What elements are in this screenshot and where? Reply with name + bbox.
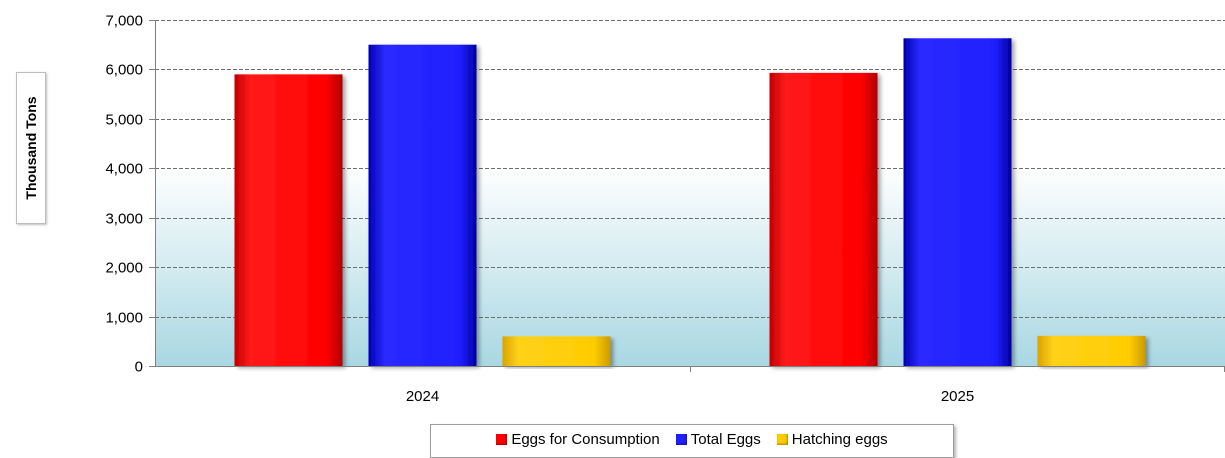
legend-label: Total Eggs bbox=[690, 430, 761, 448]
x-tick-label: 2025 bbox=[941, 388, 974, 405]
y-tick-label: 0 bbox=[135, 359, 143, 376]
legend-item-eggs-for-consumption: Eggs for Consumption bbox=[496, 430, 660, 448]
bar-eggs-for-consumption-2024 bbox=[234, 74, 343, 366]
y-tick-label: 2,000 bbox=[105, 260, 143, 277]
bar-total-eggs-2024 bbox=[368, 44, 477, 366]
y-tick-label: 1,000 bbox=[105, 310, 143, 327]
y-tick-label: 6,000 bbox=[105, 62, 143, 79]
legend-label: Eggs for Consumption bbox=[511, 430, 660, 448]
x-tick-label: 2024 bbox=[406, 388, 439, 405]
y-tick-label: 3,000 bbox=[105, 211, 143, 228]
legend-item-hatching-eggs: Hatching eggs bbox=[776, 430, 888, 448]
bar-hatching-eggs-2024 bbox=[502, 336, 611, 366]
y-axis-label-box: Thousand Tons bbox=[16, 72, 46, 224]
legend: Eggs for Consumption Total Eggs Hatching… bbox=[430, 424, 954, 458]
legend-swatch-blue bbox=[675, 433, 687, 445]
legend-swatch-red bbox=[496, 433, 508, 445]
bar-total-eggs-2025 bbox=[903, 38, 1012, 366]
y-tick-label: 7,000 bbox=[105, 13, 143, 30]
y-tick-label: 5,000 bbox=[105, 112, 143, 129]
legend-item-total-eggs: Total Eggs bbox=[675, 430, 761, 448]
bar-eggs-for-consumption-2025 bbox=[769, 72, 878, 366]
legend-swatch-yellow bbox=[776, 433, 788, 445]
bar-hatching-eggs-2025 bbox=[1037, 335, 1146, 366]
y-tick-label: 4,000 bbox=[105, 161, 143, 178]
legend-label: Hatching eggs bbox=[791, 430, 888, 448]
